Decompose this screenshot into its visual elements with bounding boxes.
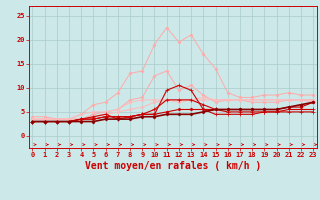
X-axis label: Vent moyen/en rafales ( km/h ): Vent moyen/en rafales ( km/h ) [85, 161, 261, 171]
